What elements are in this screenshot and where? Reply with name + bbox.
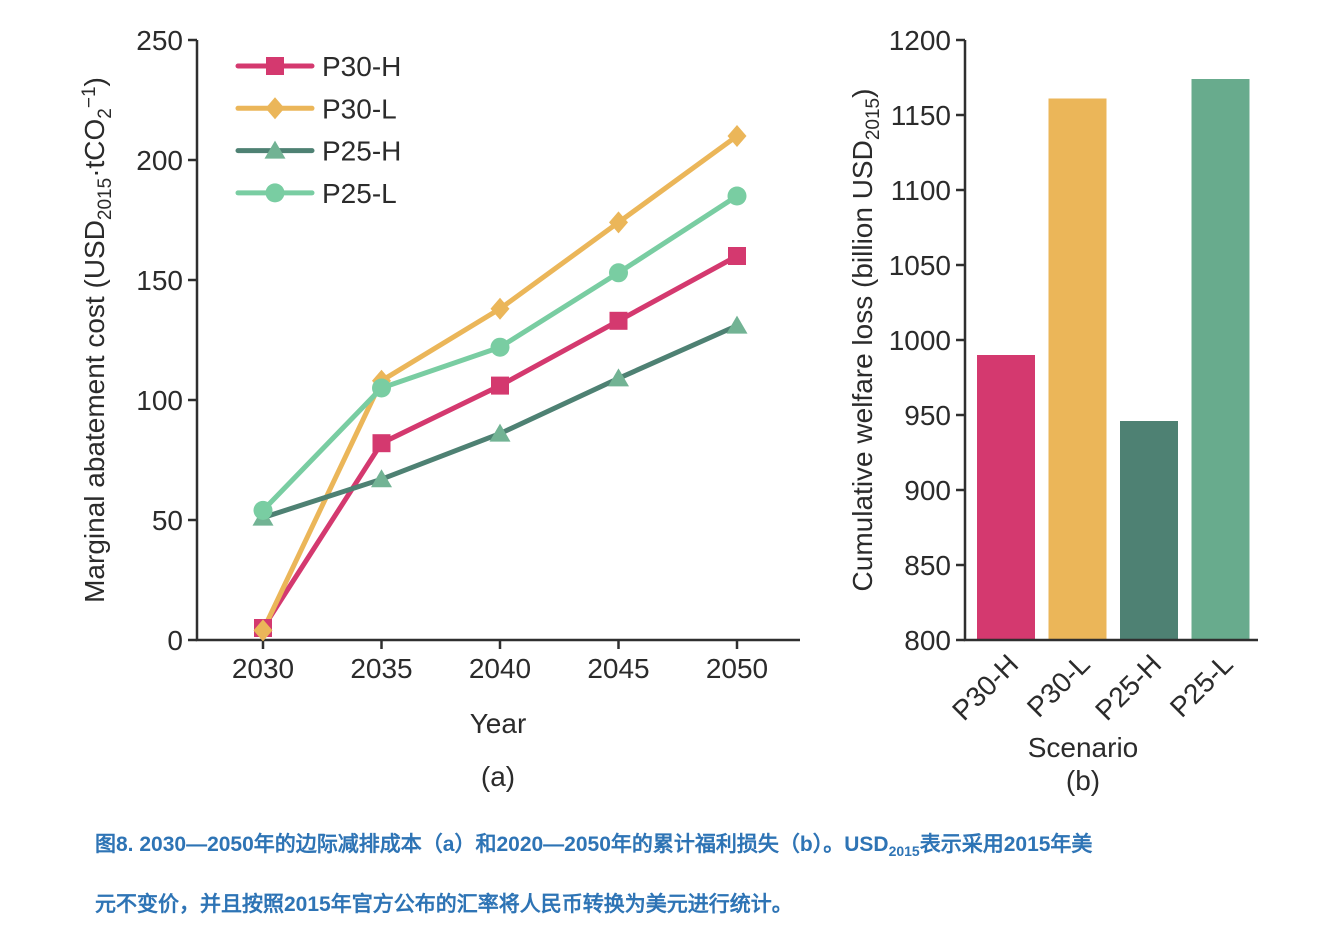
legend-marker-P25-H: [264, 140, 286, 159]
marker-P25-H: [608, 368, 629, 387]
x-category-label-P25-H: P25-H: [1089, 648, 1167, 726]
caption-subscript: 2015: [888, 843, 920, 860]
bar-P30-L: [1048, 98, 1107, 640]
x-tick-label-a: 2040: [469, 653, 531, 684]
chart-b: 800 850 900 950 1000 1050 1100 1150 1200 P30-HP30…: [847, 25, 1258, 796]
y-tick-label-b: 950: [904, 400, 951, 431]
marker-P30-H: [491, 376, 509, 395]
y-tick-label-b: 1050: [889, 250, 951, 281]
marker-P25-L: [372, 378, 391, 398]
marker-P30-L: [253, 619, 273, 642]
bar-P25-H: [1120, 421, 1178, 640]
x-axis-title-b: Scenario: [1028, 732, 1139, 763]
marker-P30-L: [490, 297, 510, 320]
legend-marker-P25-L: [265, 183, 285, 203]
legend-item-P25-H: P25-H: [235, 136, 401, 167]
y-tick-label-a: 200: [136, 145, 183, 176]
marker-P25-L: [253, 500, 273, 520]
bar-P30-H: [977, 355, 1035, 640]
y-tick-label-a: 250: [136, 25, 183, 56]
marker-P25-L: [609, 263, 628, 283]
x-tick-label-a: 2035: [350, 653, 412, 684]
caption-line-1: 图8. 2030—2050年的边际减排成本（a）和2020—2050年的累计福利…: [95, 818, 1295, 878]
x-category-label-P30-H: P30-H: [946, 648, 1024, 726]
legend-marker-P30-H: [266, 57, 284, 75]
charts-canvas: 0 50 100 150 200 250 2030 2035 2040 2045 2050 Margi…: [79, 25, 1258, 796]
legend-label-P25-H: P25-H: [322, 136, 401, 167]
x-axis-title-a: Year: [470, 708, 527, 739]
marker-P25-H: [489, 423, 511, 442]
x-tick-label-a: 2050: [706, 653, 768, 684]
panel-label-a: (a): [481, 761, 515, 792]
legend-item-P30-L: P30-L: [235, 93, 397, 124]
marker-P25-L: [490, 337, 510, 357]
marker-P25-H: [371, 469, 392, 488]
legend-label-P30-H: P30-H: [322, 51, 401, 82]
x-category-label-P30-L: P30-L: [1021, 648, 1096, 723]
legend-label-P25-L: P25-L: [322, 178, 397, 209]
y-tick-label-a: 0: [167, 625, 183, 656]
marker-P30-H: [609, 311, 628, 330]
bar-P25-L: [1191, 79, 1250, 640]
caption-text: 表示采用2015年美: [919, 833, 1093, 856]
chart-a: 0 50 100 150 200 250 2030 2035 2040 2045 2050 Margi…: [79, 25, 800, 792]
marker-P25-L: [727, 186, 747, 206]
y-tick-label-a: 50: [152, 505, 183, 536]
y-tick-label-b: 800: [904, 625, 951, 656]
y-tick-label-b: 1100: [891, 175, 951, 206]
marker-P30-L: [609, 211, 628, 234]
y-axis-title-a: Marginal abatement cost (USD2015·tCO2−1): [79, 77, 116, 603]
caption-line-2: 元不变价，并且按照2015年官方公布的汇率将人民币转换为美元进行统计。: [95, 893, 793, 917]
figure-caption: 图8. 2030—2050年的边际减排成本（a）和2020—2050年的累计福利…: [95, 818, 1295, 931]
legend-item-P25-L: P25-L: [235, 178, 397, 209]
x-tick-label-a: 2045: [587, 653, 649, 684]
y-tick-label-a: 150: [136, 265, 183, 296]
x-tick-label-a: 2030: [232, 653, 294, 684]
marker-P30-H: [728, 247, 746, 265]
y-tick-label-b: 900: [904, 475, 951, 506]
y-tick-label-b: 1200: [889, 25, 951, 56]
y-axis-title-b: Cumulative welfare loss (billion USD2015…: [847, 89, 884, 592]
marker-P30-H: [372, 434, 391, 453]
legend-item-P30-H: P30-H: [235, 51, 401, 82]
y-tick-label-b: 1150: [891, 100, 951, 131]
legend-marker-P30-L: [265, 97, 285, 120]
marker-P30-L: [727, 125, 747, 147]
legend-a: P30-H P30-L P25-H P25-L: [235, 51, 401, 209]
y-tick-label-a: 100: [136, 385, 183, 416]
y-tick-label-b: 1000: [889, 325, 951, 356]
marker-P25-H: [726, 315, 748, 334]
y-tick-label-b: 850: [904, 550, 951, 581]
panel-label-b: (b): [1066, 765, 1100, 796]
x-category-label-P25-L: P25-L: [1164, 648, 1239, 723]
caption-text: 图8. 2030—2050年的边际减排成本（a）和2020—2050年的累计福利…: [95, 833, 889, 856]
legend-label-P30-L: P30-L: [322, 93, 397, 124]
